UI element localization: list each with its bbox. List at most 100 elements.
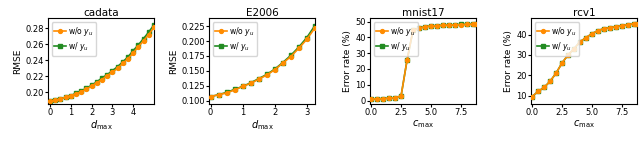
X-axis label: $d_{\mathrm{max}}$: $d_{\mathrm{max}}$ xyxy=(90,118,113,132)
w/o $y_u$ xyxy=(311,27,319,29)
w/o $y_u$ xyxy=(433,25,441,26)
w/ $y_u$ xyxy=(570,48,578,50)
X-axis label: $c_{\mathrm{max}}$: $c_{\mathrm{max}}$ xyxy=(412,118,434,130)
w/o $y_u$ xyxy=(528,96,536,97)
w/o $y_u$ xyxy=(103,75,111,76)
w/ $y_u$ xyxy=(433,25,441,26)
w/ $y_u$ xyxy=(367,98,375,100)
w/o $y_u$ xyxy=(582,37,590,39)
w/ $y_u$ xyxy=(588,33,596,35)
w/o $y_u$ xyxy=(109,71,116,73)
w/ $y_u$ xyxy=(114,66,122,68)
X-axis label: $c_{\mathrm{max}}$: $c_{\mathrm{max}}$ xyxy=(573,118,595,130)
w/o $y_u$ xyxy=(62,96,70,98)
w/o $y_u$ xyxy=(67,95,75,96)
Y-axis label: RMSE: RMSE xyxy=(169,48,179,74)
w/o $y_u$ xyxy=(56,98,64,100)
Line: w/ $y_u$: w/ $y_u$ xyxy=(530,22,639,99)
w/o $y_u$ xyxy=(457,24,465,25)
w/o $y_u$ xyxy=(427,25,435,27)
Legend: w/o $y_u$, w/ $y_u$: w/o $y_u$, w/ $y_u$ xyxy=(212,22,257,56)
w/o $y_u$ xyxy=(98,79,106,80)
w/ $y_u$ xyxy=(93,81,100,83)
w/o $y_u$ xyxy=(451,24,459,26)
w/ $y_u$ xyxy=(271,68,278,70)
w/ $y_u$ xyxy=(129,50,137,51)
w/ $y_u$ xyxy=(134,44,142,46)
w/o $y_u$ xyxy=(380,98,387,99)
w/o $y_u$ xyxy=(367,98,375,100)
w/ $y_u$ xyxy=(67,95,75,96)
w/ $y_u$ xyxy=(409,29,417,31)
w/o $y_u$ xyxy=(385,97,393,99)
w/ $y_u$ xyxy=(119,61,127,63)
Y-axis label: Error rate (%): Error rate (%) xyxy=(504,30,513,92)
Line: w/o $y_u$: w/o $y_u$ xyxy=(209,26,317,98)
w/ $y_u$ xyxy=(540,87,548,88)
w/ $y_u$ xyxy=(606,27,614,28)
w/o $y_u$ xyxy=(624,24,632,25)
w/ $y_u$ xyxy=(109,70,116,72)
w/o $y_u$ xyxy=(93,82,100,84)
w/ $y_u$ xyxy=(451,24,459,26)
w/ $y_u$ xyxy=(239,85,246,87)
w/o $y_u$ xyxy=(391,97,399,99)
w/o $y_u$ xyxy=(134,46,142,47)
w/o $y_u$ xyxy=(576,41,584,43)
w/o $y_u$ xyxy=(373,98,381,100)
w/ $y_u$ xyxy=(124,56,132,58)
w/ $y_u$ xyxy=(633,23,640,24)
w/o $y_u$ xyxy=(51,100,59,101)
w/o $y_u$ xyxy=(255,78,262,80)
w/ $y_u$ xyxy=(385,97,393,99)
w/ $y_u$ xyxy=(62,96,70,98)
w/ $y_u$ xyxy=(421,26,429,28)
w/o $y_u$ xyxy=(594,30,602,32)
w/ $y_u$ xyxy=(51,100,59,101)
w/ $y_u$ xyxy=(223,91,230,93)
w/ $y_u$ xyxy=(380,98,387,99)
w/o $y_u$ xyxy=(397,95,405,97)
w/ $y_u$ xyxy=(403,59,411,61)
w/ $y_u$ xyxy=(311,25,319,26)
Legend: w/o $y_u$, w/ $y_u$: w/o $y_u$, w/ $y_u$ xyxy=(52,22,97,56)
w/o $y_u$ xyxy=(439,25,447,26)
w/ $y_u$ xyxy=(83,87,90,89)
w/ $y_u$ xyxy=(391,97,399,99)
w/o $y_u$ xyxy=(421,26,429,28)
w/ $y_u$ xyxy=(472,23,479,25)
w/ $y_u$ xyxy=(255,78,262,80)
w/ $y_u$ xyxy=(263,74,271,75)
w/o $y_u$ xyxy=(606,27,614,28)
w/o $y_u$ xyxy=(119,63,127,64)
w/ $y_u$ xyxy=(295,46,303,48)
w/ $y_u$ xyxy=(207,96,214,97)
w/o $y_u$ xyxy=(145,34,152,35)
w/ $y_u$ xyxy=(56,98,64,100)
w/o $y_u$ xyxy=(247,83,255,84)
w/ $y_u$ xyxy=(279,62,287,63)
w/o $y_u$ xyxy=(588,33,596,35)
w/ $y_u$ xyxy=(140,38,147,39)
w/o $y_u$ xyxy=(600,28,608,29)
w/o $y_u$ xyxy=(552,72,560,74)
w/ $y_u$ xyxy=(558,62,566,64)
w/ $y_u$ xyxy=(546,81,554,82)
Line: w/o $y_u$: w/o $y_u$ xyxy=(48,25,156,103)
w/o $y_u$ xyxy=(239,85,246,87)
w/ $y_u$ xyxy=(600,28,608,29)
w/o $y_u$ xyxy=(129,52,137,54)
w/ $y_u$ xyxy=(564,54,572,56)
Y-axis label: Error rate (%): Error rate (%) xyxy=(344,30,353,92)
w/o $y_u$ xyxy=(534,91,542,92)
w/o $y_u$ xyxy=(633,23,640,24)
w/ $y_u$ xyxy=(439,25,447,26)
w/ $y_u$ xyxy=(373,98,381,100)
w/ $y_u$ xyxy=(145,31,152,33)
w/ $y_u$ xyxy=(98,77,106,79)
w/ $y_u$ xyxy=(103,74,111,76)
w/ $y_u$ xyxy=(618,25,626,26)
w/o $y_u$ xyxy=(630,23,637,24)
w/o $y_u$ xyxy=(77,91,85,92)
w/ $y_u$ xyxy=(612,26,620,27)
